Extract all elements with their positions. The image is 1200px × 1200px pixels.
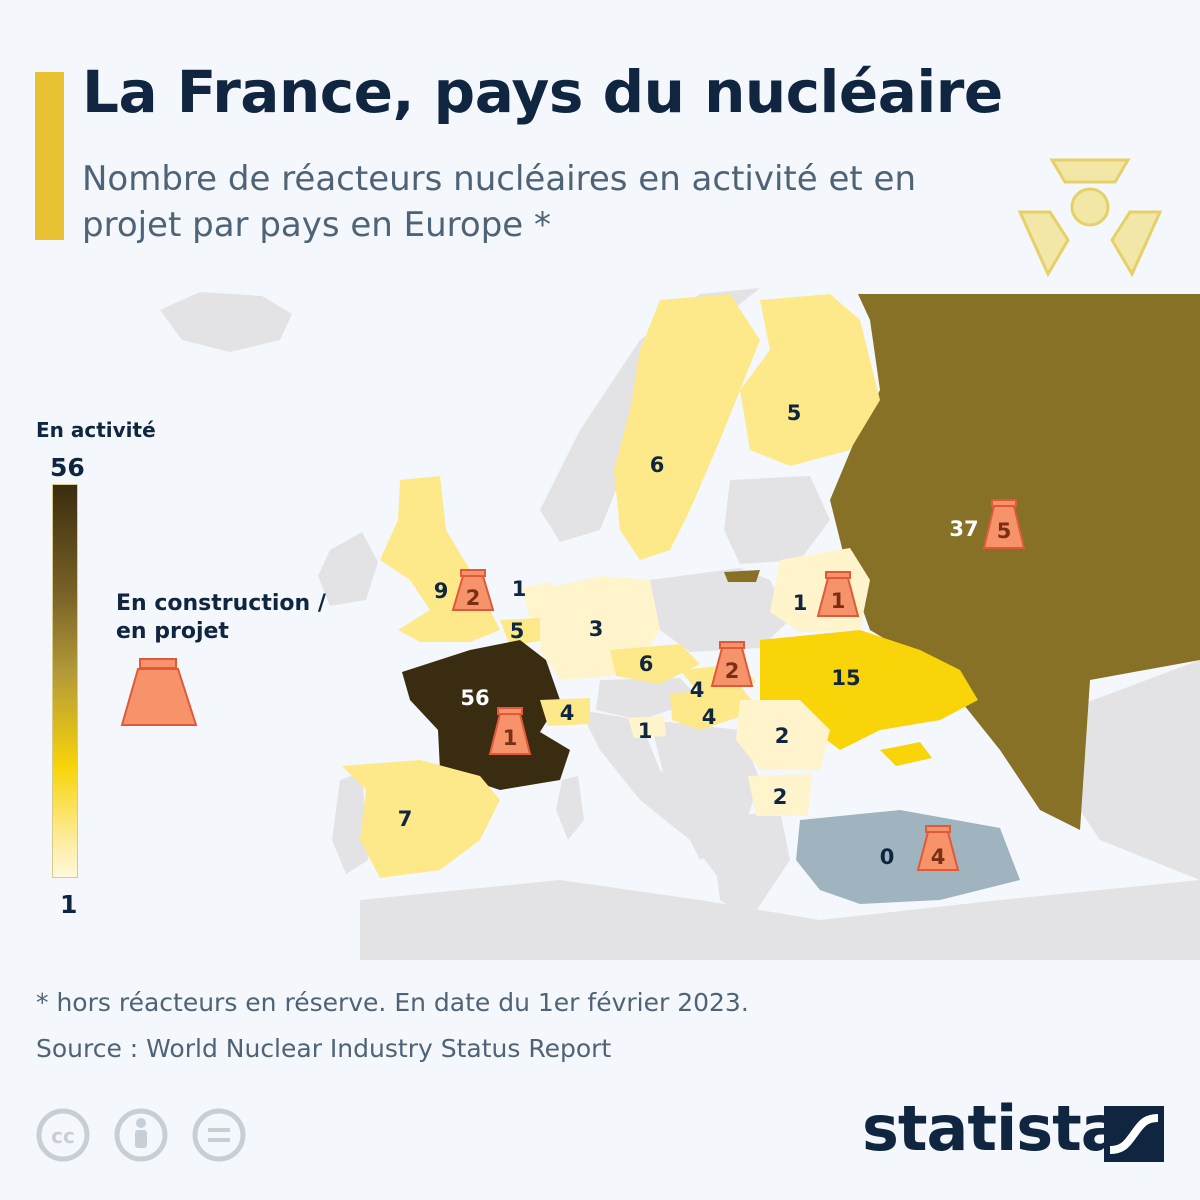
north-africa-shape <box>360 880 1200 960</box>
count-switzerland: 4 <box>560 701 575 725</box>
no-derivatives-icon[interactable] <box>192 1108 246 1162</box>
count-slovenia: 1 <box>638 719 653 743</box>
reactor-construction-icon-france <box>488 707 532 755</box>
cc-icon[interactable]: cc <box>36 1108 90 1162</box>
construction-count-turkey: 4 <box>931 845 946 869</box>
kaliningrad-shape <box>724 570 760 582</box>
count-netherlands: 1 <box>512 577 527 601</box>
source-line: Source : World Nuclear Industry Status R… <box>36 1034 612 1063</box>
reactor-construction-icon-slovakia <box>710 641 754 687</box>
title-accent-bar <box>35 72 64 240</box>
baltics-shape <box>724 476 830 564</box>
poland-shape <box>650 568 790 652</box>
count-slovakia: 4 <box>690 678 705 702</box>
count-uk: 9 <box>434 579 449 603</box>
svg-text:cc: cc <box>51 1124 75 1148</box>
russia-shape <box>830 294 1200 830</box>
corsica-sardinia-shape <box>556 776 584 840</box>
count-romania: 2 <box>775 724 790 748</box>
belarus-shape <box>770 548 870 632</box>
bulgaria-shape <box>748 774 812 816</box>
count-ukraine: 15 <box>831 666 860 690</box>
construction-count-russia: 5 <box>997 519 1012 543</box>
legend-scale-min: 1 <box>60 890 78 919</box>
iceland-shape <box>160 292 292 352</box>
statista-logo-icon[interactable] <box>1104 1106 1164 1162</box>
turkey-shape <box>796 810 1020 904</box>
finland-shape <box>740 294 880 466</box>
license-icons: cc <box>36 1108 246 1162</box>
count-belarus: 1 <box>793 591 808 615</box>
footnote: * hors réacteurs en réserve. En date du … <box>36 988 749 1017</box>
construction-count-slovakia: 2 <box>725 659 740 683</box>
legend-color-scale <box>52 484 78 878</box>
greece-shape <box>710 810 790 920</box>
reactor-construction-icon-uk <box>451 569 495 611</box>
page-title: La France, pays du nucléaire <box>82 58 1003 126</box>
reactor-construction-icon-belarus <box>816 571 860 617</box>
switzerland-shape <box>540 698 590 726</box>
count-france: 56 <box>460 686 489 710</box>
count-bulgaria: 2 <box>773 785 788 809</box>
count-hungary: 4 <box>702 705 717 729</box>
europe-map: 37 5 5 6 9 2 1 5 3 56 1 4 6 4 2 4 1 1 1 … <box>160 288 1200 960</box>
count-russia: 37 <box>949 517 978 541</box>
sweden-shape <box>614 294 760 560</box>
count-sweden: 6 <box>650 453 665 477</box>
construction-count-belarus: 1 <box>831 589 846 613</box>
uk-shape <box>380 476 500 642</box>
legend-active-title: En activité <box>36 418 156 442</box>
construction-count-france: 1 <box>503 726 518 750</box>
reactor-construction-icon-turkey <box>916 825 960 871</box>
austria-shape <box>596 678 700 720</box>
count-spain: 7 <box>398 807 413 831</box>
attribution-icon[interactable] <box>114 1108 168 1162</box>
norway-shape <box>540 288 760 542</box>
belgium-shape <box>500 618 546 646</box>
count-czechia: 6 <box>639 652 654 676</box>
czechia-shape <box>610 644 700 684</box>
ireland-shape <box>318 532 378 606</box>
hungary-shape <box>670 686 760 730</box>
count-finland: 5 <box>787 401 802 425</box>
crimea-shape <box>880 742 932 766</box>
construction-count-uk: 2 <box>466 586 481 610</box>
romania-shape <box>736 700 830 770</box>
reactor-construction-icon <box>120 658 198 726</box>
portugal-shape <box>332 772 368 874</box>
count-turkey: 0 <box>880 845 895 869</box>
legend-construction-label: En construction / en projet <box>116 591 326 644</box>
spain-shape <box>342 760 500 878</box>
count-belgium: 5 <box>510 619 525 643</box>
reactor-construction-icon-russia <box>982 499 1026 549</box>
count-germany: 3 <box>589 617 604 641</box>
page-subtitle: Nombre de réacteurs nucléaires en activi… <box>82 159 917 245</box>
statista-logo-text[interactable]: statista <box>862 1092 1123 1165</box>
slovenia-shape <box>628 716 666 738</box>
legend-scale-max: 56 <box>50 453 85 482</box>
radiation-symbol-icon <box>1017 158 1163 278</box>
